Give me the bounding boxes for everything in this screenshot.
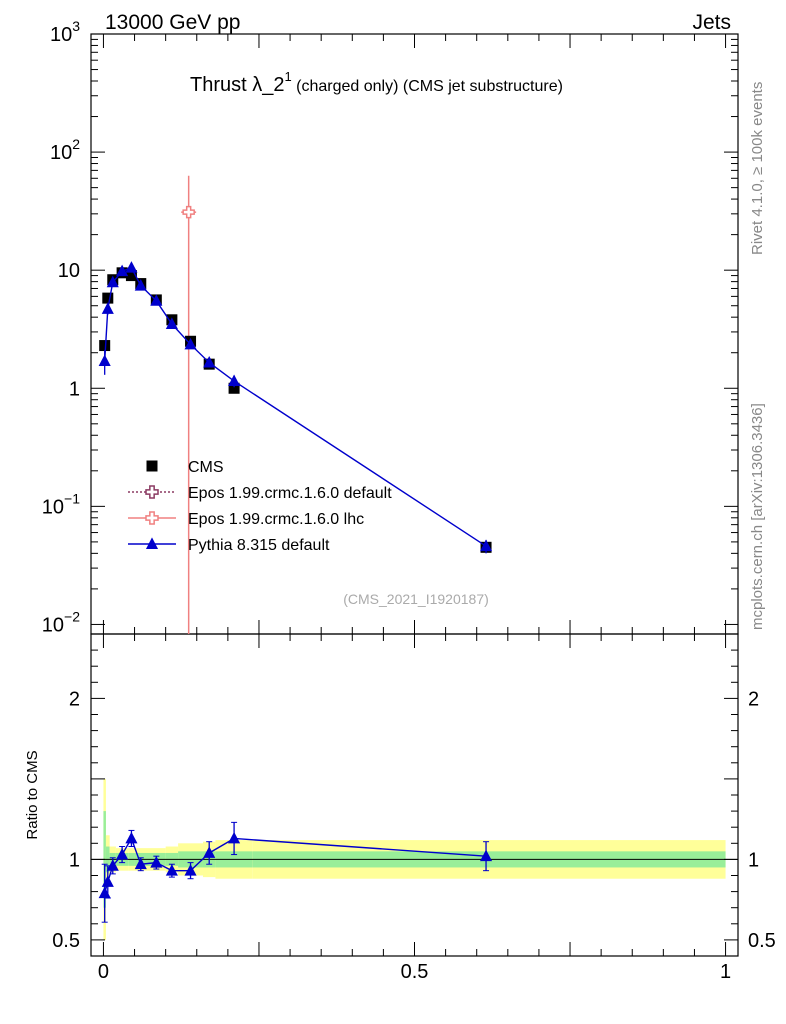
plot-title: Thrust λ_21 (charged only) (CMS jet subs… [190,69,563,96]
legend-label: Epos 1.99.crmc.1.6.0 lhc [188,511,364,528]
ratio-y-tick-label-right: 0.5 [748,930,776,952]
header-left: 13000 GeV pp [105,11,240,34]
pythia-point [203,355,216,368]
legend-label: CMS [188,459,224,476]
pythia-point [134,279,147,291]
pythia-point [116,264,129,277]
ratio-pythia-point [165,864,178,876]
y-tick-label: 10−2 [42,608,80,636]
x-tick-label: 0 [98,961,109,983]
analysis-id: (CMS_2021_I1920187) [343,591,489,607]
pythia-point [165,317,178,329]
pythia-point [106,275,119,288]
header-right: Jets [692,11,731,34]
legend-marker [146,460,158,472]
ratio-panel-frame [90,633,739,957]
epos-lhc-point [182,205,195,219]
legend-marker [145,537,159,549]
pythia-point [98,354,111,367]
y-tick-label: 10 [58,260,80,282]
ratio-pythia-point [150,856,163,868]
ratio-series [98,821,493,923]
main-series [98,175,493,634]
ratio-y-tick-label-right: 2 [748,688,759,710]
ratio-pythia-point [134,857,147,870]
pythia-point [125,261,138,273]
ratio-ylabel: Ratio to CMS [24,750,41,839]
ratio-pythia-point [101,875,114,887]
ratio-y-tick-label: 0.5 [52,930,80,952]
ratio-pythia-point [184,864,197,876]
ratio-pythia-point [98,886,111,899]
mcplots-label: mcplots.cern.ch [arXiv:1306.3436] [749,403,766,630]
rivet-label: Rivet 4.1.0, ≥ 100k events [749,82,766,255]
legend-marker [145,511,159,525]
y-tick-label: 102 [50,136,80,164]
cms-point [125,270,137,282]
ratio-y-tick-label-right: 1 [748,849,759,871]
legend: CMS Epos 1.99.crmc.1.6.0 default Epos 1.99… [128,459,392,554]
x-tick-label: 1 [720,961,731,983]
pythia-point [101,302,114,314]
pythia-line [103,266,487,547]
pythia-point [184,337,197,350]
pythia-point [150,294,163,306]
cms-point [102,292,114,304]
cms-point [99,340,111,352]
legend-label: Epos 1.99.crmc.1.6.0 default [188,485,392,502]
y-tick-label: 10−1 [42,490,80,518]
ratio-pythia-point [106,859,119,871]
pythia-point [479,539,493,552]
ratio-pythia-point [116,847,129,860]
ratio-y-axis: 0.5 0.5 1 1 2 2 [52,649,776,952]
pythia-point [228,374,241,387]
ratio-pythia-point [125,831,138,844]
ratio-y-tick-label: 1 [69,849,80,871]
x-axis: 0 0.5 1 [98,34,731,983]
cms-point [228,382,240,394]
ratio-pythia-point [203,846,216,858]
legend-marker [145,485,159,499]
y-tick-label: 1 [69,378,80,400]
ratio-pythia-point [479,849,493,862]
ratio-frame-rect [90,633,739,957]
legend-label: Pythia 8.315 default [188,537,330,554]
ratio-y-tick-label: 2 [69,688,80,710]
x-tick-label: 0.5 [401,961,429,983]
ratio-pythia-point [228,831,241,844]
main-y-axis: 10−2 10−1 1 10 102 103 [42,18,738,636]
y-tick-label: 103 [50,18,80,46]
